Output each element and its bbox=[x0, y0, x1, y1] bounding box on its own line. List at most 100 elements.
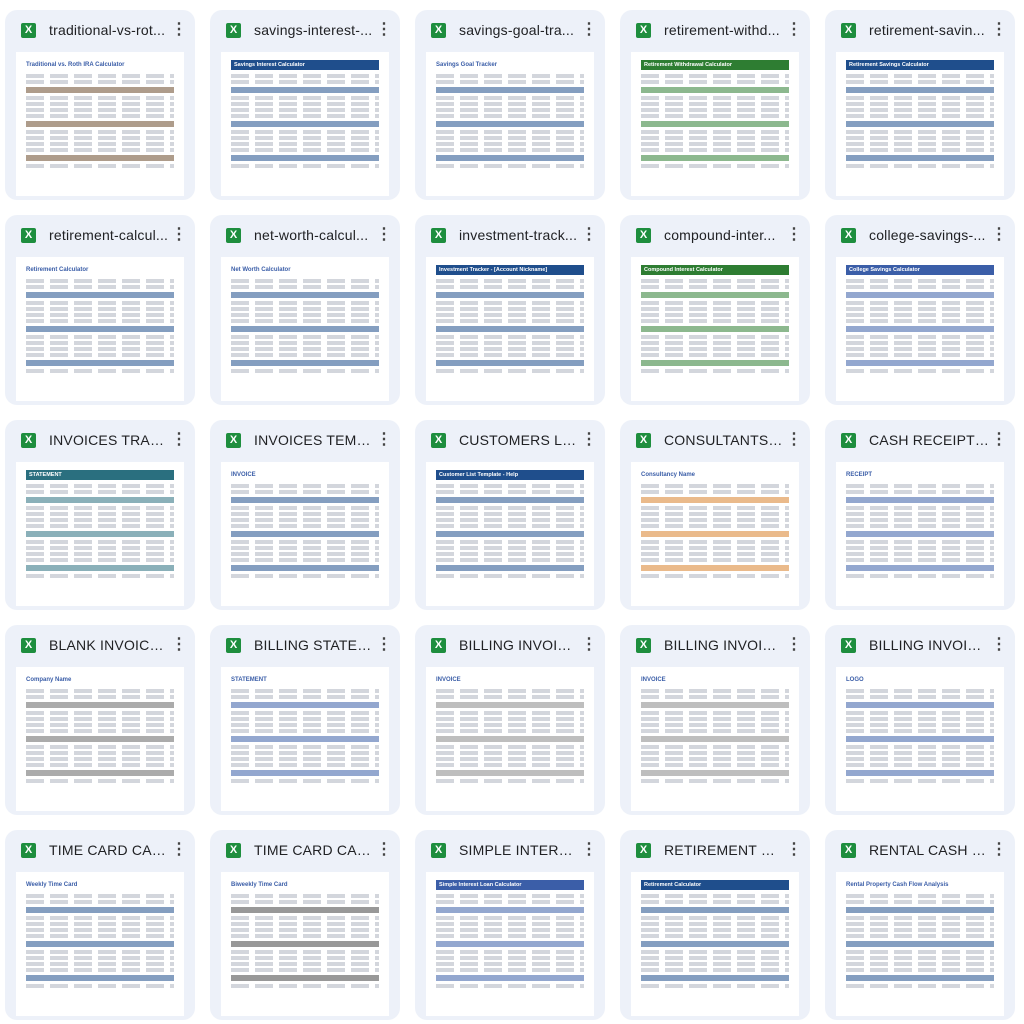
file-name[interactable]: BILLING STATEM... bbox=[254, 637, 374, 653]
more-options-icon[interactable]: ⋮ bbox=[171, 21, 187, 38]
file-thumbnail[interactable]: Net Worth Calculator bbox=[221, 257, 389, 401]
file-thumbnail[interactable]: Consultancy Name bbox=[631, 462, 799, 606]
more-options-icon[interactable]: ⋮ bbox=[376, 841, 392, 858]
file-card[interactable]: X BILLING INVOICE... ⋮ INVOICE bbox=[620, 625, 810, 815]
file-card[interactable]: X BILLING INVOICE... ⋮ INVOICE bbox=[415, 625, 605, 815]
file-thumbnail[interactable]: Retirement Withdrawal Calculator bbox=[631, 52, 799, 196]
file-card[interactable]: X INVOICES TEMPL... ⋮ INVOICE bbox=[210, 420, 400, 610]
file-card[interactable]: X CUSTOMERS LIS... ⋮ Customer List Templ… bbox=[415, 420, 605, 610]
file-thumbnail[interactable]: LOGO bbox=[836, 667, 1004, 811]
file-thumbnail[interactable]: Savings Interest Calculator bbox=[221, 52, 389, 196]
file-thumbnail[interactable]: Weekly Time Card bbox=[16, 872, 184, 1016]
file-name[interactable]: CUSTOMERS LIS... bbox=[459, 432, 579, 448]
file-card[interactable]: X college-savings-... ⋮ College Savings … bbox=[825, 215, 1015, 405]
more-options-icon[interactable]: ⋮ bbox=[991, 636, 1007, 653]
file-card[interactable]: X net-worth-calcul... ⋮ Net Worth Calcul… bbox=[210, 215, 400, 405]
file-thumbnail[interactable]: Rental Property Cash Flow Analysis bbox=[836, 872, 1004, 1016]
file-name[interactable]: BILLING INVOICE... bbox=[664, 637, 784, 653]
file-card[interactable]: X INVOICES TRACK... ⋮ STATEMENT bbox=[5, 420, 195, 610]
more-options-icon[interactable]: ⋮ bbox=[991, 431, 1007, 448]
file-thumbnail[interactable]: INVOICE bbox=[221, 462, 389, 606]
file-card[interactable]: X savings-goal-tra... ⋮ Savings Goal Tra… bbox=[415, 10, 605, 200]
file-card[interactable]: X retirement-calcul... ⋮ Retirement Calc… bbox=[5, 215, 195, 405]
file-thumbnail[interactable]: Retirement Calculator bbox=[631, 872, 799, 1016]
more-options-icon[interactable]: ⋮ bbox=[171, 226, 187, 243]
more-options-icon[interactable]: ⋮ bbox=[786, 431, 802, 448]
file-name[interactable]: net-worth-calcul... bbox=[254, 227, 369, 243]
file-name[interactable]: investment-track... bbox=[459, 227, 578, 243]
more-options-icon[interactable]: ⋮ bbox=[581, 636, 597, 653]
more-options-icon[interactable]: ⋮ bbox=[991, 21, 1007, 38]
file-thumbnail[interactable]: Company Name bbox=[16, 667, 184, 811]
file-thumbnail[interactable]: Retirement Savings Calculator bbox=[836, 52, 1004, 196]
file-name[interactable]: INVOICES TEMPL... bbox=[254, 432, 374, 448]
file-thumbnail[interactable]: Biweekly Time Card bbox=[221, 872, 389, 1016]
file-name[interactable]: CASH RECEIPTS.... bbox=[869, 432, 989, 448]
more-options-icon[interactable]: ⋮ bbox=[171, 636, 187, 653]
file-thumbnail[interactable]: Traditional vs. Roth IRA Calculator bbox=[16, 52, 184, 196]
file-card[interactable]: X RENTAL CASH FL... ⋮ Rental Property Ca… bbox=[825, 830, 1015, 1020]
file-name[interactable]: CONSULTANTS I... bbox=[664, 432, 784, 448]
file-card[interactable]: X TIME CARD CAL... ⋮ Biweekly Time Card bbox=[210, 830, 400, 1020]
file-name[interactable]: TIME CARD CAL... bbox=[254, 842, 374, 858]
file-thumbnail[interactable]: Customer List Template - Help bbox=[426, 462, 594, 606]
more-options-icon[interactable]: ⋮ bbox=[171, 841, 187, 858]
file-name[interactable]: INVOICES TRACK... bbox=[49, 432, 169, 448]
file-thumbnail[interactable]: Retirement Calculator bbox=[16, 257, 184, 401]
file-thumbnail[interactable]: College Savings Calculator bbox=[836, 257, 1004, 401]
file-name[interactable]: TIME CARD CAL... bbox=[49, 842, 169, 858]
file-name[interactable]: RENTAL CASH FL... bbox=[869, 842, 989, 858]
file-name[interactable]: SIMPLE INTERES... bbox=[459, 842, 579, 858]
file-card[interactable]: X retirement-savin... ⋮ Retirement Savin… bbox=[825, 10, 1015, 200]
file-name[interactable]: retirement-calcul... bbox=[49, 227, 169, 243]
file-name[interactable]: retirement-withd... bbox=[664, 22, 780, 38]
more-options-icon[interactable]: ⋮ bbox=[786, 21, 802, 38]
file-card[interactable]: X compound-inter... ⋮ Compound Interest … bbox=[620, 215, 810, 405]
more-options-icon[interactable]: ⋮ bbox=[786, 841, 802, 858]
file-name[interactable]: RETIREMENT CA... bbox=[664, 842, 784, 858]
file-name[interactable]: traditional-vs-rot... bbox=[49, 22, 166, 38]
file-name[interactable]: compound-inter... bbox=[664, 227, 776, 243]
file-name[interactable]: college-savings-... bbox=[869, 227, 986, 243]
more-options-icon[interactable]: ⋮ bbox=[581, 431, 597, 448]
more-options-icon[interactable]: ⋮ bbox=[786, 636, 802, 653]
more-options-icon[interactable]: ⋮ bbox=[171, 431, 187, 448]
file-thumbnail[interactable]: INVOICE bbox=[426, 667, 594, 811]
file-thumbnail[interactable]: STATEMENT bbox=[221, 667, 389, 811]
more-options-icon[interactable]: ⋮ bbox=[376, 21, 392, 38]
file-name[interactable]: BILLING INVOICE... bbox=[459, 637, 579, 653]
file-thumbnail[interactable]: STATEMENT bbox=[16, 462, 184, 606]
file-thumbnail[interactable]: INVOICE bbox=[631, 667, 799, 811]
file-card[interactable]: X RETIREMENT CA... ⋮ Retirement Calculat… bbox=[620, 830, 810, 1020]
file-thumbnail[interactable]: Savings Goal Tracker bbox=[426, 52, 594, 196]
file-name[interactable]: savings-goal-tra... bbox=[459, 22, 575, 38]
file-card[interactable]: X BILLING INVOICE... ⋮ LOGO bbox=[825, 625, 1015, 815]
file-card[interactable]: X CONSULTANTS I... ⋮ Consultancy Name bbox=[620, 420, 810, 610]
file-name[interactable]: BILLING INVOICE... bbox=[869, 637, 989, 653]
more-options-icon[interactable]: ⋮ bbox=[376, 431, 392, 448]
file-card[interactable]: X BILLING STATEM... ⋮ STATEMENT bbox=[210, 625, 400, 815]
file-card[interactable]: X investment-track... ⋮ Investment Track… bbox=[415, 215, 605, 405]
file-card[interactable]: X TIME CARD CAL... ⋮ Weekly Time Card bbox=[5, 830, 195, 1020]
file-card[interactable]: X retirement-withd... ⋮ Retirement Withd… bbox=[620, 10, 810, 200]
more-options-icon[interactable]: ⋮ bbox=[581, 21, 597, 38]
more-options-icon[interactable]: ⋮ bbox=[991, 226, 1007, 243]
file-thumbnail[interactable]: Compound Interest Calculator bbox=[631, 257, 799, 401]
file-name[interactable]: savings-interest-... bbox=[254, 22, 373, 38]
more-options-icon[interactable]: ⋮ bbox=[581, 841, 597, 858]
more-options-icon[interactable]: ⋮ bbox=[786, 226, 802, 243]
file-card[interactable]: X SIMPLE INTERES... ⋮ Simple Interest Lo… bbox=[415, 830, 605, 1020]
more-options-icon[interactable]: ⋮ bbox=[991, 841, 1007, 858]
file-thumbnail[interactable]: Investment Tracker - [Account Nickname] bbox=[426, 257, 594, 401]
file-card[interactable]: X CASH RECEIPTS.... ⋮ RECEIPT bbox=[825, 420, 1015, 610]
more-options-icon[interactable]: ⋮ bbox=[376, 636, 392, 653]
file-card[interactable]: X BLANK INVOICES... ⋮ Company Name bbox=[5, 625, 195, 815]
file-card[interactable]: X savings-interest-... ⋮ Savings Interes… bbox=[210, 10, 400, 200]
file-thumbnail[interactable]: Simple Interest Loan Calculator bbox=[426, 872, 594, 1016]
file-card[interactable]: X traditional-vs-rot... ⋮ Traditional vs… bbox=[5, 10, 195, 200]
file-name[interactable]: BLANK INVOICES... bbox=[49, 637, 169, 653]
more-options-icon[interactable]: ⋮ bbox=[376, 226, 392, 243]
file-name[interactable]: retirement-savin... bbox=[869, 22, 985, 38]
file-thumbnail[interactable]: RECEIPT bbox=[836, 462, 1004, 606]
more-options-icon[interactable]: ⋮ bbox=[581, 226, 597, 243]
